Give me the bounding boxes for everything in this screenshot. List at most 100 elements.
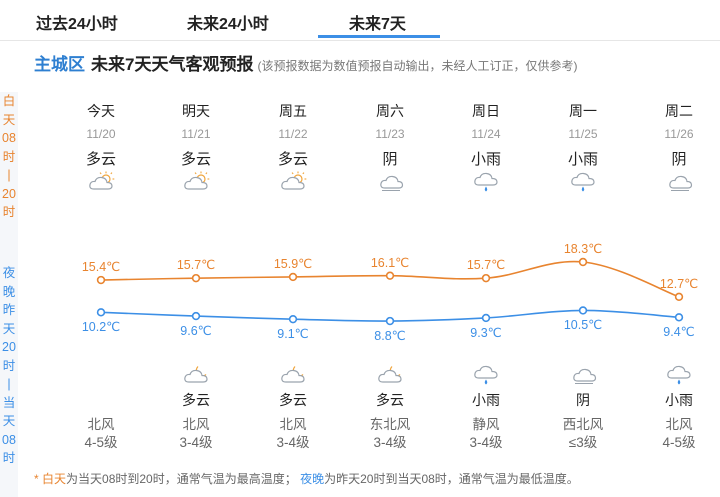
low-temp-point [578, 306, 588, 315]
footer-night-label: 夜晚 [300, 472, 325, 486]
low-temp-label: 9.1℃ [277, 327, 309, 342]
low-temp-point [385, 316, 395, 326]
tab-next-7d[interactable]: 未来7天 [349, 16, 406, 33]
high-temp-point [385, 271, 395, 280]
light-rain-icon [569, 170, 597, 192]
wind-level: 4-5级 [84, 435, 118, 450]
day-name: 明天 [182, 103, 210, 119]
day-date: 11/20 [86, 127, 116, 141]
tab-next-24h[interactable]: 未来24小时 [187, 16, 269, 33]
day-date: 11/25 [568, 127, 598, 141]
wind-level: 3-4级 [276, 435, 310, 450]
low-temp-point [481, 313, 491, 323]
light-rain-icon [665, 363, 693, 385]
high-temp-point [481, 273, 491, 283]
wind-direction: 西北风 [562, 417, 604, 432]
high-temp-label: 15.7℃ [466, 258, 506, 273]
sidebar-night-char: 夜 [2, 266, 16, 280]
low-temp-point [674, 313, 684, 322]
wind-direction: 东北风 [369, 417, 411, 432]
high-temp-point [674, 292, 684, 301]
high-temp-label: 18.3℃ [563, 242, 603, 256]
sidebar-night-char: | [7, 377, 11, 391]
sidebar-day-char: 白 [2, 94, 16, 108]
wind-direction: 北风 [87, 417, 115, 432]
day-weather: 多云 [180, 151, 211, 168]
wind-level: 3-4级 [179, 435, 213, 450]
sidebar-day-char: 20 [2, 186, 16, 201]
wind-info: 北风 4-5级 [634, 416, 720, 452]
day-name: 周六 [376, 103, 404, 119]
night-weather: 小雨 [472, 392, 500, 408]
high-temp-point [191, 273, 201, 283]
partly-cloudy-night-icon [376, 363, 404, 385]
low-temp-point [96, 308, 106, 317]
wind-direction: 北风 [279, 417, 307, 432]
day-date: 11/23 [375, 127, 405, 141]
partly-cloudy-day-icon [279, 170, 307, 192]
high-temp-label: 15.4℃ [81, 260, 121, 275]
day-date: 11/21 [181, 127, 211, 141]
sidebar-day-char: 时 [2, 205, 16, 219]
day-weather: 阴 [382, 151, 398, 168]
tab-past-24h[interactable]: 过去24小时 [36, 16, 118, 33]
light-rain-icon [472, 363, 500, 385]
wind-info: 西北风 ≤3级 [538, 416, 628, 452]
sidebar-night-char: 时 [2, 451, 16, 465]
wind-info: 北风 3-4级 [248, 416, 338, 452]
wind-info: 北风 3-4级 [151, 416, 241, 452]
sidebar-night-label: 夜晚昨天 20 时 | 当天 08 时 [0, 264, 18, 468]
night-weather: 多云 [279, 392, 307, 408]
overcast-icon [665, 170, 693, 192]
low-temp-point [191, 311, 201, 321]
footer-star: * [34, 472, 39, 486]
day-weather: 小雨 [470, 151, 501, 168]
high-temp-label: 16.1℃ [370, 255, 410, 270]
sidebar-night-char: 晚 [2, 284, 16, 299]
high-temp-point [578, 257, 588, 267]
high-temp-label: 12.7℃ [659, 276, 699, 291]
sidebar-night-char: 当 [2, 395, 16, 410]
partly-cloudy-night-icon [182, 363, 210, 385]
forecast-title: 未来7天天气客观预报 [91, 55, 254, 74]
night-weather: 多云 [182, 392, 210, 408]
day-date: 11/24 [471, 127, 501, 141]
day-name: 周二 [665, 103, 693, 119]
high-temp-label: 15.9℃ [273, 256, 313, 271]
area-name: 主城区 [34, 55, 85, 74]
footer-note: * 白天为当天08时到20时，通常气温为最高温度； 夜晚为昨天20时到当天08时… [34, 470, 579, 487]
night-weather: 阴 [576, 392, 590, 408]
wind-direction: 北风 [665, 417, 693, 432]
night-weather: 多云 [376, 392, 404, 408]
sidebar-night-char: 天 [2, 414, 16, 428]
high-temp-label: 15.7℃ [176, 258, 216, 273]
partly-cloudy-day-icon [87, 170, 115, 192]
wind-info: 东北风 3-4级 [345, 416, 435, 452]
page-title: 主城区 未来7天天气客观预报 (该预报数据为数值预报自动输出，未经人工订正，仅供参考… [34, 50, 577, 75]
wind-info: 北风 4-5级 [56, 416, 146, 452]
footer-day-text: 为当天08时到20时，通常气温为最高温度； [66, 472, 297, 486]
wind-level: ≤3级 [568, 435, 598, 450]
day-weather: 多云 [277, 151, 308, 168]
low-temp-point [288, 314, 298, 324]
low-temp-label: 9.4℃ [663, 325, 695, 340]
overcast-icon [376, 170, 404, 192]
sidebar: 白天 08 时 | 20 时 夜晚昨天 20 时 | 当天 08 时 [0, 92, 18, 497]
day-date: 11/26 [664, 127, 694, 141]
low-temp-label: 10.2℃ [81, 320, 121, 335]
sidebar-day-char: 天 [2, 112, 16, 127]
wind-level: 4-5级 [662, 435, 696, 450]
forecast-note: (该预报数据为数值预报自动输出，未经人工订正，仅供参考) [257, 59, 578, 73]
sidebar-night-char: 时 [2, 358, 16, 373]
day-name: 今天 [87, 103, 115, 119]
low-temp-label: 9.6℃ [180, 324, 212, 339]
partly-cloudy-night-icon [279, 363, 307, 385]
active-tab-indicator [318, 35, 440, 38]
footer-day-label: 白天 [42, 472, 67, 486]
low-temp-label: 9.3℃ [470, 325, 502, 340]
partly-cloudy-day-icon [182, 170, 210, 192]
sidebar-day-char: 时 [2, 149, 16, 164]
light-rain-icon [472, 170, 500, 192]
wind-level: 3-4级 [373, 435, 407, 450]
